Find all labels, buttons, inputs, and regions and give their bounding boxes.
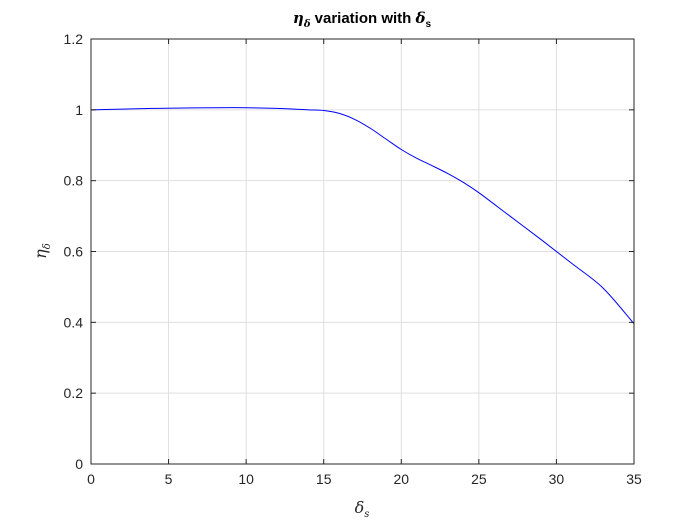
y-tick-label: 0.8 — [64, 173, 84, 189]
x-tick-label: 30 — [549, 471, 565, 487]
y-tick-label: 0 — [75, 456, 83, 472]
x-tick-label: 15 — [316, 471, 332, 487]
series-layer — [90, 107, 635, 325]
x-tick-label: 25 — [471, 471, 487, 487]
title-eta-subscript: δ — [303, 19, 311, 30]
x-tick-label: 5 — [165, 471, 173, 487]
chart-title: ηδ variation with δs — [293, 9, 432, 30]
x-tick-label: 0 — [87, 471, 95, 487]
tick-labels: 0 5 10 15 20 25 30 35 0 0.2 0.4 0.6 0.8 1 1.2 — [64, 31, 642, 487]
title-delta-symbol: δ — [415, 9, 426, 27]
x-axis-label-subscript: s — [364, 509, 369, 520]
x-tick-label: 10 — [238, 471, 254, 487]
y-tick-label: 0.4 — [64, 314, 84, 330]
x-tick-label: 20 — [393, 471, 409, 487]
y-tick-label: 1.2 — [64, 31, 84, 47]
x-axis-label: δs — [355, 498, 370, 520]
y-tick-label: 0.2 — [64, 385, 84, 401]
x-tick-label: 35 — [626, 471, 642, 487]
y-axis-label-subscript: δ — [42, 243, 53, 249]
title-delta-subscript: s — [426, 19, 432, 30]
y-axis-label-symbol: η — [31, 249, 50, 259]
series-line-0 — [90, 107, 635, 325]
ticks — [90, 38, 635, 465]
title-eta-symbol: η — [293, 9, 304, 27]
x-axis-label-symbol: δ — [355, 498, 365, 517]
y-tick-label: 0.6 — [64, 244, 84, 260]
y-axis-label: ηδ — [31, 243, 53, 259]
title-middle-text: variation with — [310, 10, 415, 27]
y-tick-label: 1 — [75, 102, 83, 118]
